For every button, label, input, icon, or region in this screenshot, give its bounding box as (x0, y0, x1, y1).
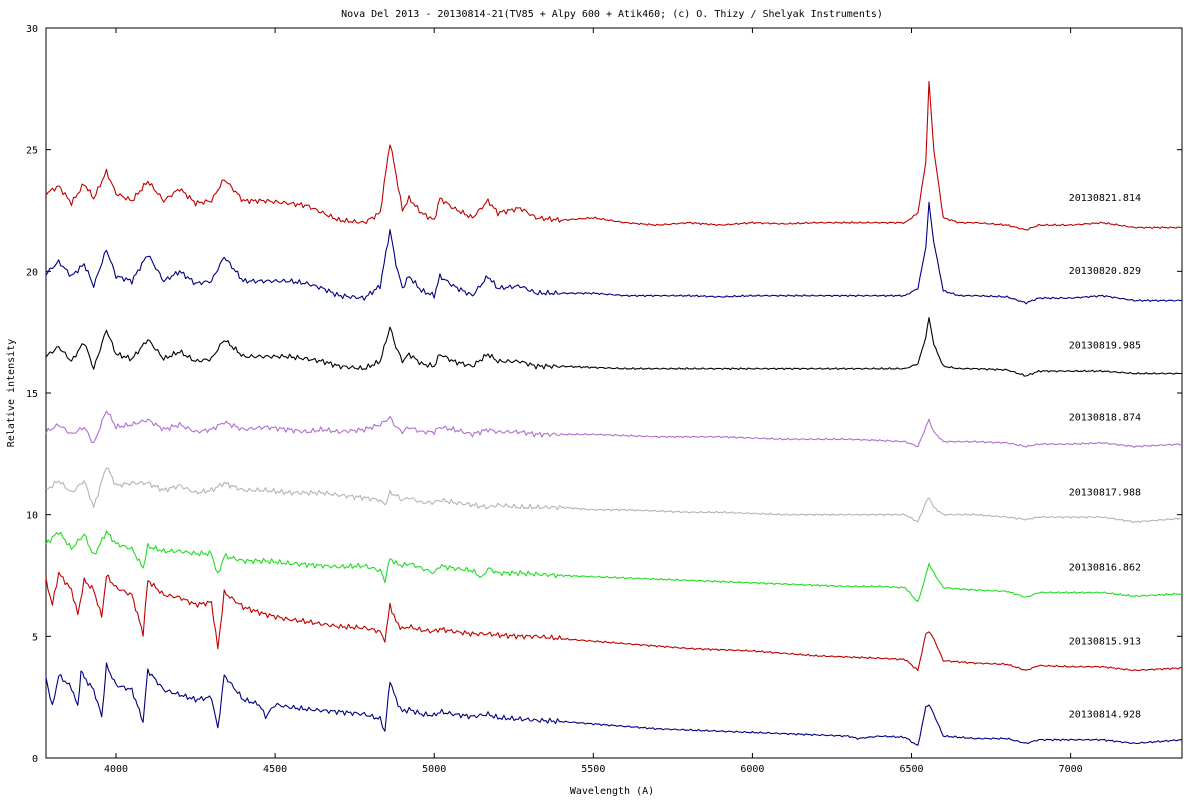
series-label: 20130815.913 (1069, 637, 1141, 648)
y-axis-label: Relative intensity (6, 339, 17, 447)
x-tick-label: 6500 (899, 764, 923, 775)
spectrum-line-20130815.913 (45, 571, 1183, 672)
y-tick-label: 10 (26, 511, 38, 522)
x-tick-label: 6000 (740, 764, 764, 775)
spectrum-line-20130820.829 (45, 201, 1183, 305)
y-tick-label: 5 (32, 632, 38, 643)
y-tick-label: 25 (26, 146, 38, 157)
y-tick-label: 20 (26, 267, 38, 278)
series-label: 20130819.985 (1069, 340, 1141, 351)
plot-frame (45, 27, 1183, 759)
x-axis-label: Wavelength (A) (570, 786, 654, 797)
spectrum-line-20130818.874 (45, 410, 1183, 448)
x-tick-label: 7000 (1059, 764, 1083, 775)
series-label: 20130817.988 (1069, 488, 1141, 499)
y-tick-label: 0 (32, 754, 38, 765)
x-tick-label: 4000 (104, 764, 128, 775)
x-tick-label: 5000 (422, 764, 446, 775)
chart-title: Nova Del 2013 - 20130814-21(TV85 + Alpy … (341, 9, 883, 20)
y-tick-label: 15 (26, 389, 38, 400)
series-label: 20130816.862 (1069, 562, 1141, 573)
x-tick-label: 5500 (581, 764, 605, 775)
spectra (45, 80, 1183, 746)
x-tick-label: 4500 (263, 764, 287, 775)
series-label: 20130818.874 (1069, 413, 1141, 424)
series-label: 20130820.829 (1069, 266, 1141, 277)
spectrum-line-20130821.814 (45, 80, 1183, 231)
y-tick-label: 30 (26, 24, 38, 35)
series-label: 20130821.814 (1069, 193, 1141, 204)
series-label: 20130814.928 (1069, 710, 1141, 721)
spectrum-line-20130819.985 (45, 317, 1182, 377)
axis-ticks: 4000 4500 5000 5500 6000 6500 7000 0 5 10 15 20 25 30 (26, 24, 1182, 775)
spectrum-line-20130814.928 (45, 662, 1183, 746)
spectrum-line-20130816.862 (45, 530, 1183, 602)
series-labels: 20130821.814 20130820.829 20130819.985 2013… (1069, 193, 1141, 720)
spectrum-line-20130817.988 (45, 467, 1183, 524)
